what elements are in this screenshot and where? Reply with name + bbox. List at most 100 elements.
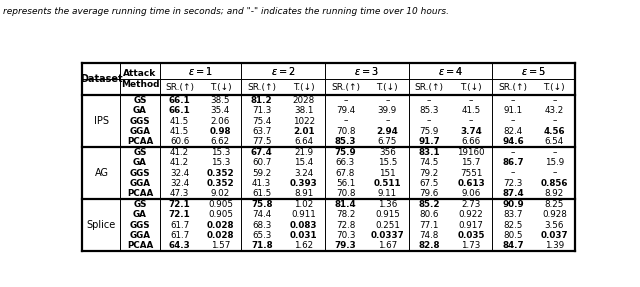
Text: 79.3: 79.3 [335,241,356,250]
Text: 0.613: 0.613 [457,179,485,188]
Text: Splice: Splice [87,220,116,230]
Text: 72.1: 72.1 [169,210,191,219]
Text: 9.11: 9.11 [378,189,397,198]
Text: 15.3: 15.3 [211,158,230,167]
Text: 75.9: 75.9 [335,148,356,157]
Text: 8.25: 8.25 [545,200,564,209]
Text: 0.031: 0.031 [290,231,317,240]
Text: 3.74: 3.74 [460,127,482,136]
Text: 32.4: 32.4 [170,168,189,178]
Text: –: – [343,117,348,126]
Text: GS: GS [133,200,147,209]
Text: 66.3: 66.3 [336,158,355,167]
Text: 59.2: 59.2 [252,168,271,178]
Text: 61.5: 61.5 [252,189,271,198]
Text: 74.4: 74.4 [252,210,271,219]
Text: 21.9: 21.9 [294,148,313,157]
Text: 77.1: 77.1 [420,220,439,230]
Text: 0.911: 0.911 [291,210,316,219]
Text: GA: GA [133,210,147,219]
Text: 66.1: 66.1 [169,96,191,105]
Text: 15.7: 15.7 [461,158,481,167]
Text: PCAA: PCAA [127,241,153,250]
Text: represents the average running time in seconds; and "-" indicates the running ti: represents the average running time in s… [3,7,449,16]
Text: 0.251: 0.251 [375,220,400,230]
Text: GA: GA [133,106,147,115]
Text: –: – [511,148,515,157]
Text: 35.4: 35.4 [211,106,230,115]
Text: T.(↓): T.(↓) [376,83,398,92]
Text: 41.5: 41.5 [170,127,189,136]
Text: 3.24: 3.24 [294,168,313,178]
Text: –: – [511,117,515,126]
Text: $\epsilon = $3: $\epsilon = $3 [355,65,379,77]
Text: 1.36: 1.36 [378,200,397,209]
Text: –: – [469,96,474,105]
Text: 2028: 2028 [292,96,315,105]
Text: 71.3: 71.3 [252,106,271,115]
Text: 3.56: 3.56 [545,220,564,230]
Text: 0.856: 0.856 [541,179,568,188]
Text: $\epsilon = 5$: $\epsilon = 5$ [522,65,546,77]
Text: 0.98: 0.98 [210,127,231,136]
Text: 86.7: 86.7 [502,158,524,167]
Text: 77.5: 77.5 [252,137,271,146]
Text: GS: GS [133,148,147,157]
Text: 75.4: 75.4 [252,117,271,126]
Text: 81.4: 81.4 [335,200,356,209]
Text: 60.6: 60.6 [170,137,189,146]
Text: 41.3: 41.3 [252,179,271,188]
Text: 72.3: 72.3 [503,179,523,188]
Text: 41.5: 41.5 [461,106,481,115]
Text: 81.2: 81.2 [251,96,273,105]
Text: 6.75: 6.75 [378,137,397,146]
Text: 0.915: 0.915 [375,210,400,219]
Text: 74.5: 74.5 [420,158,439,167]
Text: 0.393: 0.393 [290,179,317,188]
Text: 2.01: 2.01 [293,127,314,136]
Text: –: – [385,96,390,105]
Text: T.(↓): T.(↓) [293,83,314,92]
Text: 15.3: 15.3 [211,148,230,157]
Text: 56.1: 56.1 [336,179,355,188]
Text: $\epsilon = 4$: $\epsilon = 4$ [438,65,463,77]
Text: 70.8: 70.8 [336,189,355,198]
Text: –: – [427,117,431,126]
Text: 0.352: 0.352 [207,179,234,188]
Text: –: – [552,168,557,178]
Text: 82.4: 82.4 [504,127,523,136]
Text: 82.8: 82.8 [419,241,440,250]
Text: 87.4: 87.4 [502,189,524,198]
Text: 85.2: 85.2 [419,200,440,209]
Text: SR.(↑): SR.(↑) [499,83,527,92]
Text: $\epsilon = 1$: $\epsilon = 1$ [188,65,212,77]
Text: Attack
Method: Attack Method [121,69,159,89]
Text: –: – [385,117,390,126]
Text: $\epsilon = $1: $\epsilon = $1 [188,65,212,77]
Text: 15.5: 15.5 [378,158,397,167]
Text: $\epsilon = 3$: $\epsilon = 3$ [355,65,379,77]
Text: SR.(↑): SR.(↑) [247,83,276,92]
Text: 94.6: 94.6 [502,137,524,146]
Text: 19160: 19160 [458,148,485,157]
Text: GGA: GGA [129,179,150,188]
Text: 0.928: 0.928 [542,210,567,219]
Text: $\epsilon = $5: $\epsilon = $5 [522,65,546,77]
Text: 7551: 7551 [460,168,483,178]
Text: 2.06: 2.06 [211,117,230,126]
Text: AG: AG [95,168,108,178]
Text: 66.1: 66.1 [169,106,191,115]
Text: 91.7: 91.7 [419,137,440,146]
Text: 72.8: 72.8 [336,220,355,230]
Text: –: – [511,168,515,178]
Text: –: – [552,117,557,126]
Text: 0.035: 0.035 [458,231,485,240]
Text: 72.1: 72.1 [169,200,191,209]
Text: 8.91: 8.91 [294,189,313,198]
Text: 82.5: 82.5 [503,220,523,230]
Text: 75.8: 75.8 [251,200,273,209]
Text: 65.3: 65.3 [252,231,271,240]
Text: GA: GA [133,158,147,167]
Text: 79.6: 79.6 [420,189,439,198]
Text: 85.3: 85.3 [335,137,356,146]
